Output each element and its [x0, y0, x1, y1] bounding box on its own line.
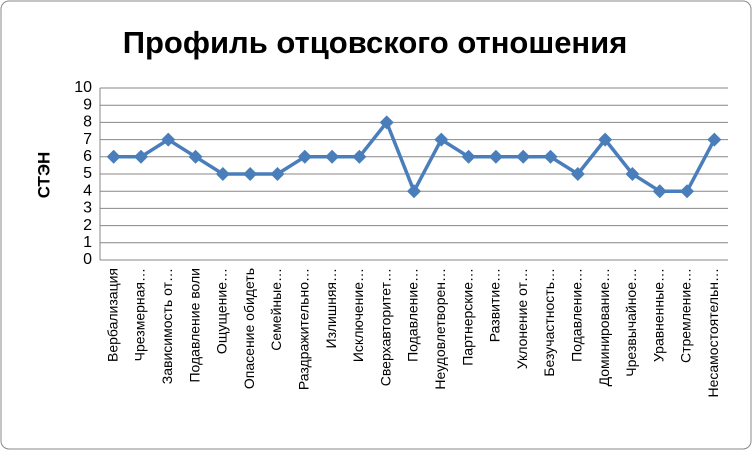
x-tick-label: Уравненные…: [650, 268, 666, 362]
data-point: [188, 149, 203, 164]
x-tick-label: Исключение…: [350, 268, 366, 362]
data-point: [434, 132, 449, 147]
x-tick-label: Сверхавторитет…: [377, 268, 393, 386]
data-point: [516, 149, 531, 164]
x-tick-label: Чрезвычайное…: [623, 268, 639, 377]
data-point: [488, 149, 503, 164]
x-tick-label: Зависимость от…: [159, 268, 175, 384]
data-point: [543, 149, 558, 164]
data-point: [297, 149, 312, 164]
x-tick-label: Неудовлетворен…: [432, 268, 448, 390]
y-tick-label: 4: [83, 182, 92, 199]
x-tick-label: Несамостоятельн…: [705, 268, 721, 398]
x-tick-label: Чрезмерная…: [132, 268, 148, 361]
x-tick-label: Развитие…: [487, 268, 503, 342]
data-point: [106, 149, 121, 164]
data-point: [161, 132, 176, 147]
data-point: [707, 132, 722, 147]
x-tick-label: Доминирование…: [596, 268, 612, 386]
y-tick-label: 0: [83, 251, 92, 268]
data-point: [625, 167, 640, 181]
data-point: [243, 167, 258, 181]
x-tick-label: Подавление воли: [186, 268, 202, 383]
data-point: [570, 167, 585, 181]
chart-title: Профиль отцовского отношения: [123, 25, 628, 60]
y-tick-label: 10: [74, 79, 92, 96]
y-tick-label: 2: [83, 217, 92, 234]
x-tick-label: Подавление…: [569, 268, 585, 362]
y-tick-label: 9: [83, 96, 92, 113]
x-tick-label: Вербализация: [104, 268, 120, 362]
y-tick-label: 6: [83, 148, 92, 165]
y-axis-label: СТЭН: [34, 152, 53, 199]
x-tick-label: Безучастность…: [541, 268, 557, 377]
data-point: [680, 184, 695, 199]
x-tick-label: Ощущение…: [214, 268, 230, 354]
x-tick-label: Стремление…: [678, 268, 694, 363]
x-tick-label: Раздражительно…: [295, 268, 311, 390]
data-point: [379, 115, 394, 130]
data-point: [133, 149, 148, 164]
x-tick-label: Партнерские…: [459, 268, 475, 366]
y-tick-label: 1: [83, 234, 92, 251]
x-tick-label: Семейные…: [268, 268, 284, 351]
data-point: [215, 167, 230, 181]
data-point: [407, 184, 421, 199]
data-point: [325, 149, 340, 164]
data-point: [598, 132, 613, 147]
x-tick-label: Излишняя…: [323, 268, 339, 348]
x-tick-label: Подавление…: [405, 268, 421, 362]
y-tick-label: 3: [83, 200, 92, 217]
y-tick-label: 5: [83, 165, 92, 182]
x-tick-label: Уклонение от…: [514, 268, 530, 369]
y-tick-label: 8: [83, 114, 92, 131]
data-point: [352, 149, 367, 164]
data-point: [270, 167, 285, 181]
data-point: [652, 184, 667, 199]
x-tick-label: Опасение обидеть: [241, 268, 257, 389]
data-point: [461, 149, 476, 164]
y-tick-label: 7: [83, 131, 92, 148]
